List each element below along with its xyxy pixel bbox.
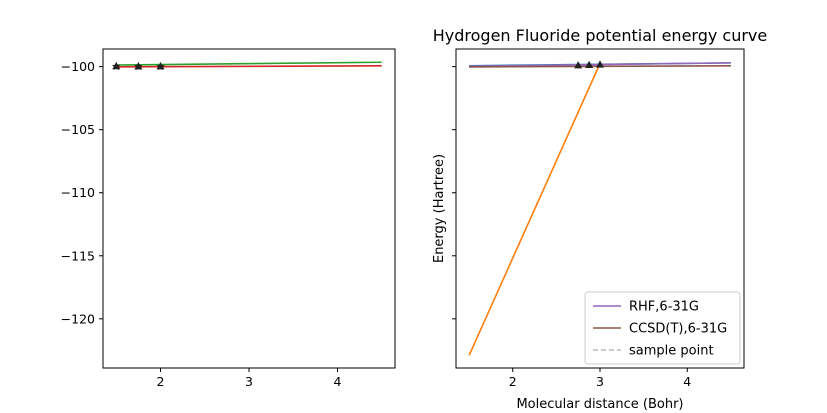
x-tick-label: 3 <box>245 374 253 389</box>
x-axis-label: Molecular distance (Bohr) <box>516 397 683 412</box>
x-tick-label: 3 <box>596 374 604 389</box>
chart-title: Hydrogen Fluoride potential energy curve <box>433 26 768 45</box>
legend-entry: CCSD(T),6-31G <box>629 322 727 337</box>
right-plot: 2 3 4 Hydrogen Fluoride potential energy cu… <box>432 26 767 412</box>
sample-point-marker <box>156 62 165 71</box>
sample-point-marker <box>596 60 604 68</box>
sample-point-marker <box>111 61 121 71</box>
y-tick-label: −120 <box>61 311 95 326</box>
legend-box <box>584 291 741 365</box>
y-axis-label: Energy (Hartree) <box>432 154 447 263</box>
sample-point-marker <box>134 62 143 71</box>
y-tick-label: −100 <box>61 59 95 74</box>
y-tick-label: −115 <box>61 248 95 263</box>
legend: RHF,6-31G CCSD(T),6-31G sample point <box>584 291 741 365</box>
x-tick-label: 2 <box>509 374 517 389</box>
series-line-1 <box>116 64 382 68</box>
x-tick-label: 2 <box>157 374 165 389</box>
y-tick-label: −110 <box>61 185 95 200</box>
left-plot: 2 3 4 −100 −105 −110 −115 −120 <box>61 48 396 389</box>
y-tick-label: −105 <box>61 122 95 137</box>
x-tick-label: 4 <box>334 374 342 389</box>
legend-entry: RHF,6-31G <box>629 300 699 315</box>
legend-entry: sample point <box>629 344 714 359</box>
x-tick-label: 4 <box>683 374 691 389</box>
sample-point-marker <box>585 60 594 68</box>
sample-point-marker <box>574 61 583 69</box>
series-line-0 <box>468 63 601 356</box>
